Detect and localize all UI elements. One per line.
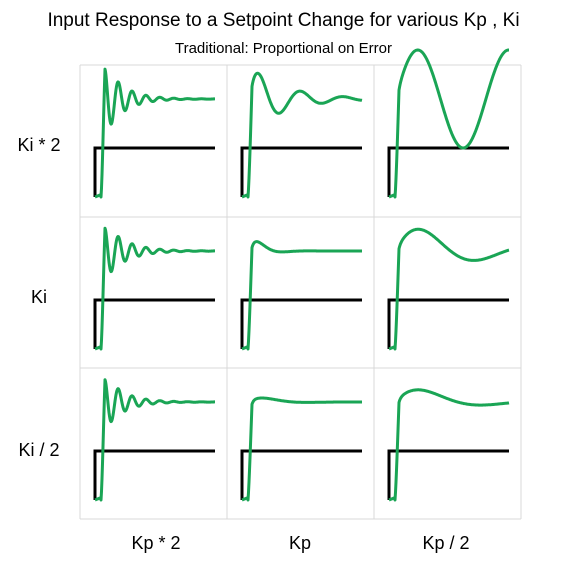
chart-subtitle: Traditional: Proportional on Error bbox=[174, 40, 393, 57]
row-label-ki-div-2: Ki / 2 bbox=[18, 440, 60, 460]
response-line bbox=[94, 226, 216, 351]
response-line bbox=[388, 227, 510, 351]
setpoint-line bbox=[387, 298, 509, 349]
col-label-kp: Kp bbox=[288, 533, 312, 553]
setpoint-line bbox=[240, 298, 362, 349]
response-line bbox=[241, 71, 363, 199]
col-label-kp-times-2: Kp * 2 bbox=[131, 533, 181, 553]
response-line bbox=[241, 396, 363, 502]
response-line bbox=[388, 388, 510, 502]
setpoint-line bbox=[93, 449, 215, 500]
row-label-ki-times-2: Ki * 2 bbox=[17, 135, 61, 155]
response-line bbox=[241, 240, 363, 351]
row-label-ki: Ki bbox=[30, 287, 47, 307]
response-line bbox=[388, 48, 510, 199]
setpoint-line bbox=[93, 146, 215, 197]
setpoint-line bbox=[387, 449, 509, 500]
col-label-kp-div-2: Kp / 2 bbox=[422, 533, 470, 553]
setpoint-line bbox=[240, 146, 362, 197]
chart-title: Input Response to a Setpoint Change for … bbox=[47, 10, 520, 31]
setpoint-line bbox=[240, 449, 362, 500]
setpoint-line bbox=[93, 298, 215, 349]
setpoint-line bbox=[387, 146, 509, 197]
response-line bbox=[94, 378, 216, 502]
response-line bbox=[94, 67, 216, 199]
